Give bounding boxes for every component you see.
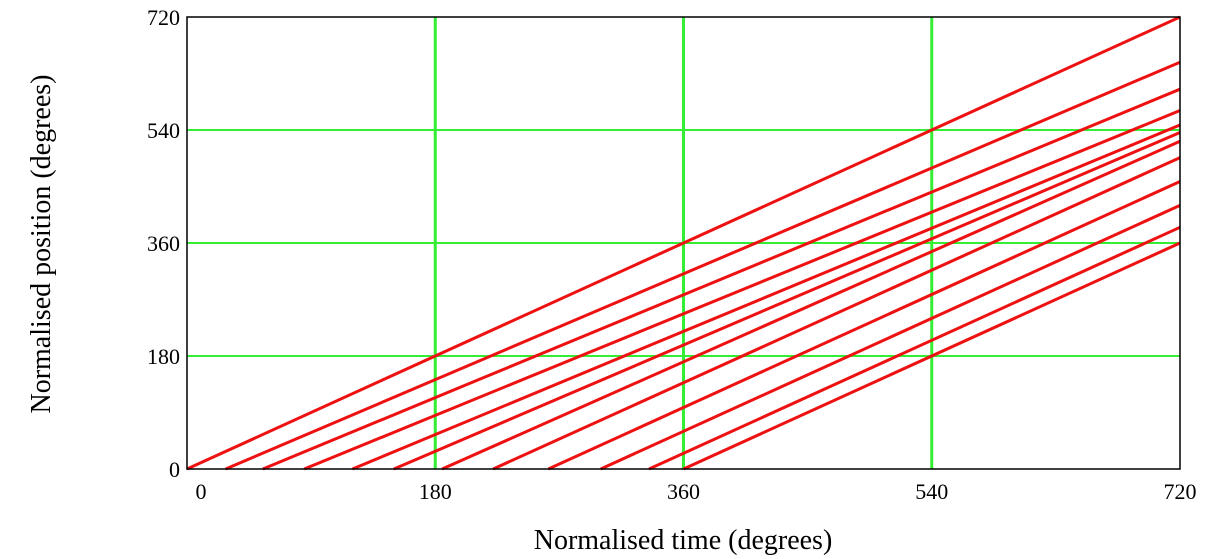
series-line-11 [682, 241, 1181, 471]
series-line-7 [492, 156, 1181, 471]
y-tick-label: 360 [147, 231, 180, 256]
x-tick-label: 360 [667, 479, 700, 504]
series-line-6 [441, 139, 1181, 471]
series-line-10 [648, 225, 1181, 471]
series-line-5 [393, 131, 1181, 471]
y-tick-label: 180 [147, 344, 180, 369]
x-axis-title: Normalised time (degrees) [534, 525, 833, 556]
series-line-4 [351, 123, 1181, 471]
x-tick-label: 720 [1164, 479, 1197, 504]
series-line-0 [186, 15, 1181, 471]
series-lines [186, 15, 1181, 471]
series-line-1 [225, 60, 1181, 471]
tick-labels: 0 180 360 540 720 0 180 360 540 720 [147, 5, 1197, 504]
x-tick-label: 540 [915, 479, 948, 504]
plot-frame [186, 16, 1181, 470]
x-tick-label: 180 [419, 479, 452, 504]
x-tick-label: 0 [196, 479, 207, 504]
series-line-2 [262, 87, 1181, 471]
y-tick-label: 0 [169, 457, 180, 482]
series-line-9 [600, 203, 1181, 471]
y-axis-title: Normalised position (degrees) [26, 74, 57, 413]
y-tick-label: 720 [147, 5, 180, 30]
series-line-3 [303, 109, 1181, 471]
series-line-8 [547, 180, 1181, 471]
y-tick-label: 540 [147, 118, 180, 143]
